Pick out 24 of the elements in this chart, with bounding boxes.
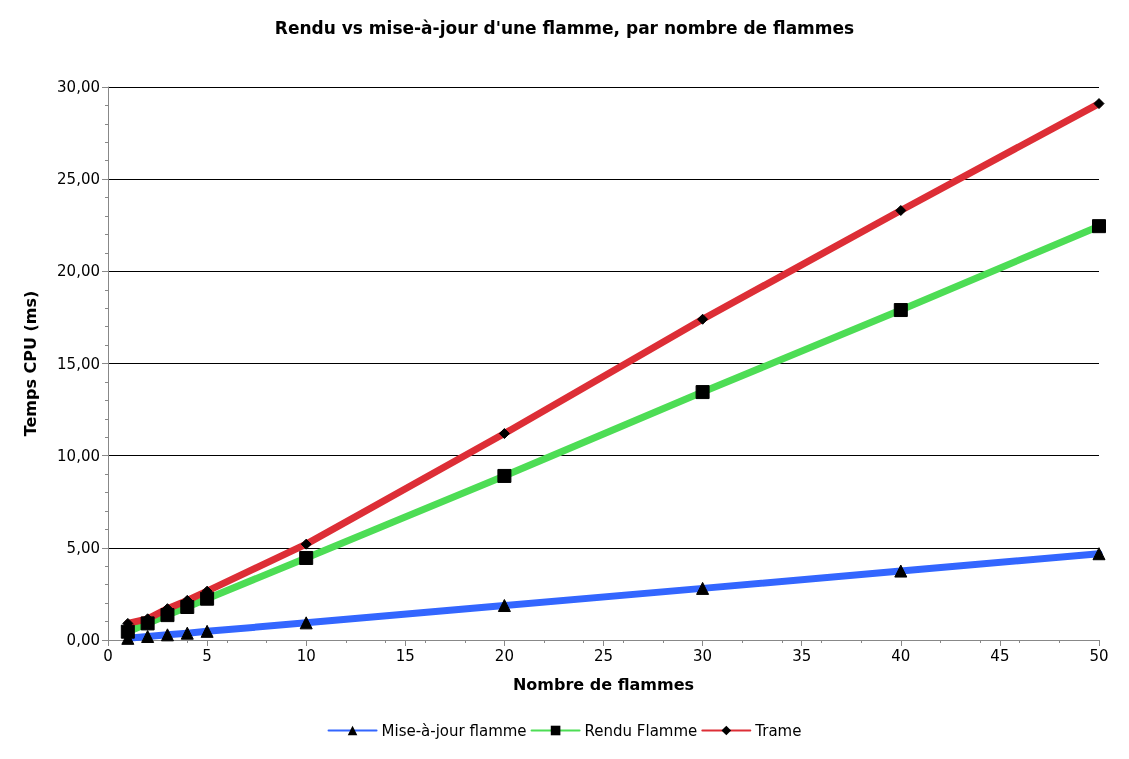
y-tick-label: 20,00 bbox=[57, 262, 100, 281]
x-tick-label: 45 bbox=[990, 646, 1010, 665]
x-tick-label: 25 bbox=[593, 646, 614, 665]
y-axis-title: Temps CPU (ms) bbox=[20, 290, 40, 437]
y-tick-label: 5,00 bbox=[66, 538, 100, 557]
x-tick-label: 50 bbox=[1089, 646, 1109, 665]
x-tick-label: 35 bbox=[792, 646, 812, 665]
x-tick-label: 20 bbox=[494, 646, 514, 665]
x-tick-label: 0 bbox=[103, 646, 113, 665]
chart-title: Rendu vs mise-à-jour d'une flamme, par nombre de flammes bbox=[274, 17, 855, 38]
x-tick-label: 5 bbox=[202, 646, 212, 665]
x-axis-title: Nombre de flammes bbox=[512, 674, 695, 694]
y-tick-label: 25,00 bbox=[57, 170, 100, 189]
y-tick-label: 30,00 bbox=[57, 78, 100, 96]
x-tick-label: 15 bbox=[395, 646, 415, 665]
y-tick-label: 0,00 bbox=[66, 631, 100, 649]
y-tick-label: 10,00 bbox=[57, 446, 100, 465]
x-tick-label: 10 bbox=[296, 646, 316, 665]
x-tick-label: 40 bbox=[891, 646, 911, 665]
legend-label: Trame bbox=[754, 721, 802, 740]
x-tick-label: 30 bbox=[693, 646, 713, 665]
legend-label: Rendu Flamme bbox=[584, 721, 698, 740]
legend-label: Mise-à-jour flamme bbox=[381, 721, 527, 740]
y-tick-label: 15,00 bbox=[57, 354, 100, 373]
